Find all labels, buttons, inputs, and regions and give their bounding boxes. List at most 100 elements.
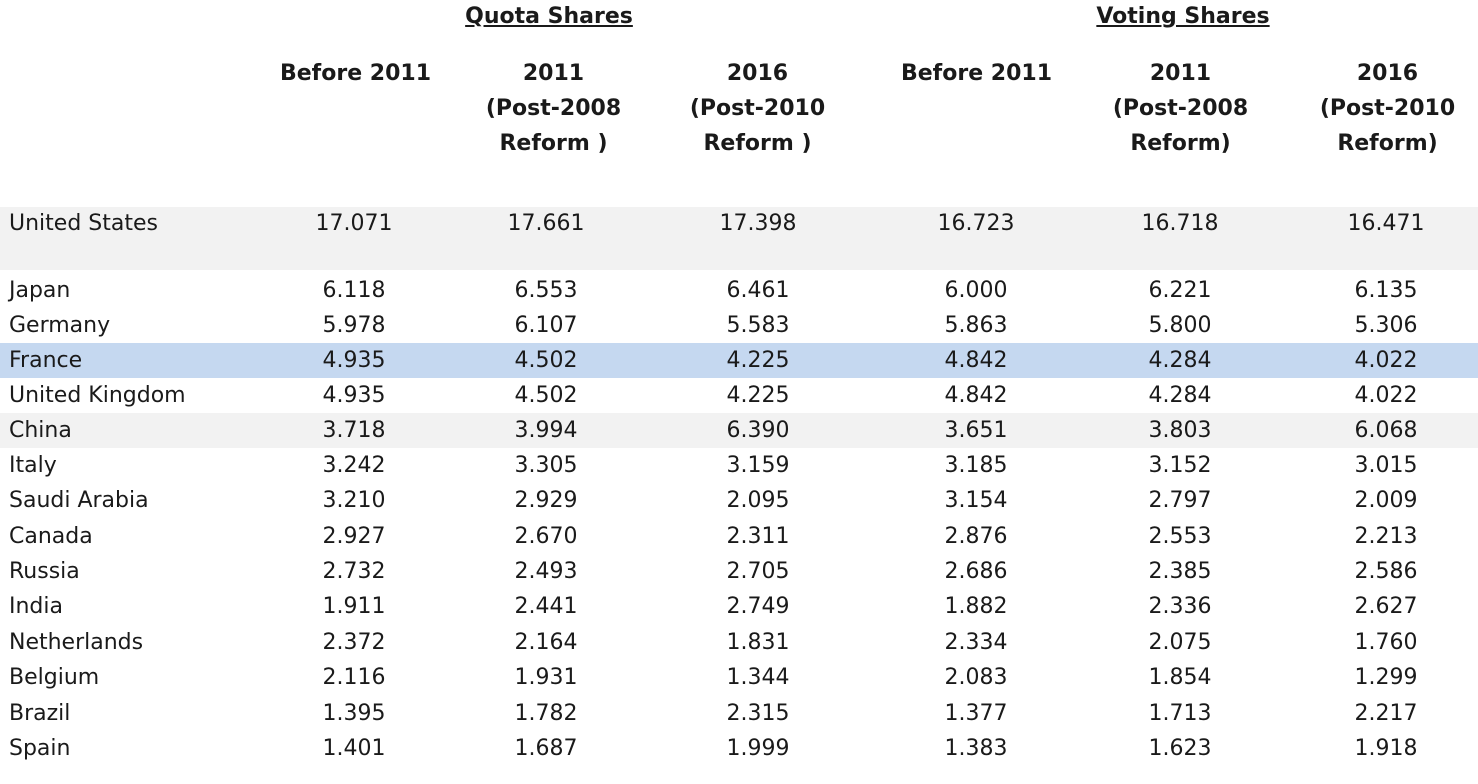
column-header-quota-2011: 2011 (Post-2008 Reform ) bbox=[471, 56, 636, 161]
voting-before-2011: 4.842 bbox=[901, 378, 1051, 413]
quota-2016: 4.225 bbox=[683, 343, 833, 378]
voting-2016: 16.471 bbox=[1311, 207, 1461, 270]
voting-2016: 2.586 bbox=[1311, 554, 1461, 589]
voting-2016: 2.627 bbox=[1311, 589, 1461, 624]
voting-before-2011: 6.000 bbox=[901, 273, 1051, 308]
quota-2011: 6.107 bbox=[471, 308, 621, 343]
table-row: Spain 1.401 1.687 1.999 1.383 1.623 1.91… bbox=[0, 731, 1478, 766]
quota-before-2011: 3.242 bbox=[279, 448, 429, 483]
quota-2011: 4.502 bbox=[471, 378, 621, 413]
quota-2016: 2.315 bbox=[683, 696, 833, 731]
country-name: Russia bbox=[9, 554, 269, 589]
quota-2016: 6.461 bbox=[683, 273, 833, 308]
voting-2016: 4.022 bbox=[1311, 343, 1461, 378]
quota-before-2011: 1.395 bbox=[279, 696, 429, 731]
country-name: Germany bbox=[9, 308, 269, 343]
table-row: Russia 2.732 2.493 2.705 2.686 2.385 2.5… bbox=[0, 554, 1478, 589]
table-row: Netherlands 2.372 2.164 1.831 2.334 2.07… bbox=[0, 625, 1478, 660]
quota-2011: 2.929 bbox=[471, 483, 621, 518]
quota-2011: 2.441 bbox=[471, 589, 621, 624]
voting-before-2011: 1.383 bbox=[901, 731, 1051, 766]
voting-2016: 1.918 bbox=[1311, 731, 1461, 766]
voting-2011: 1.854 bbox=[1105, 660, 1255, 695]
quota-2016: 4.225 bbox=[683, 378, 833, 413]
quota-before-2011: 5.978 bbox=[279, 308, 429, 343]
voting-before-2011: 3.154 bbox=[901, 483, 1051, 518]
quota-before-2011: 2.927 bbox=[279, 519, 429, 554]
voting-before-2011: 16.723 bbox=[901, 207, 1051, 270]
country-name: Canada bbox=[9, 519, 269, 554]
quota-2016: 17.398 bbox=[683, 207, 833, 270]
quota-before-2011: 1.911 bbox=[279, 589, 429, 624]
quota-2016: 3.159 bbox=[683, 448, 833, 483]
table-row: Japan 6.118 6.553 6.461 6.000 6.221 6.13… bbox=[0, 273, 1478, 308]
quota-before-2011: 2.116 bbox=[279, 660, 429, 695]
voting-before-2011: 2.876 bbox=[901, 519, 1051, 554]
voting-before-2011: 5.863 bbox=[901, 308, 1051, 343]
quota-2016: 2.705 bbox=[683, 554, 833, 589]
voting-2011: 2.797 bbox=[1105, 483, 1255, 518]
quota-before-2011: 3.718 bbox=[279, 413, 429, 448]
quota-2016: 2.311 bbox=[683, 519, 833, 554]
column-header-voting-before-2011: Before 2011 bbox=[894, 56, 1059, 91]
country-name: Belgium bbox=[9, 660, 269, 695]
voting-before-2011: 2.334 bbox=[901, 625, 1051, 660]
voting-2011: 1.713 bbox=[1105, 696, 1255, 731]
quota-2011: 2.670 bbox=[471, 519, 621, 554]
table-row: Brazil 1.395 1.782 2.315 1.377 1.713 2.2… bbox=[0, 696, 1478, 731]
country-name: Brazil bbox=[9, 696, 269, 731]
quota-before-2011: 4.935 bbox=[279, 343, 429, 378]
quota-before-2011: 3.210 bbox=[279, 483, 429, 518]
quota-2011: 17.661 bbox=[471, 207, 621, 270]
table-row: United Kingdom 4.935 4.502 4.225 4.842 4… bbox=[0, 378, 1478, 413]
country-name: India bbox=[9, 589, 269, 624]
quota-2016: 1.831 bbox=[683, 625, 833, 660]
quota-2011: 2.164 bbox=[471, 625, 621, 660]
quota-before-2011: 6.118 bbox=[279, 273, 429, 308]
quota-before-2011: 2.372 bbox=[279, 625, 429, 660]
column-header-quota-2016: 2016 (Post-2010 Reform ) bbox=[675, 56, 840, 161]
table-row: Germany 5.978 6.107 5.583 5.863 5.800 5.… bbox=[0, 308, 1478, 343]
voting-2016: 5.306 bbox=[1311, 308, 1461, 343]
voting-2016: 2.213 bbox=[1311, 519, 1461, 554]
voting-2011: 2.385 bbox=[1105, 554, 1255, 589]
table-row: Italy 3.242 3.305 3.159 3.185 3.152 3.01… bbox=[0, 448, 1478, 483]
voting-before-2011: 4.842 bbox=[901, 343, 1051, 378]
voting-2016: 3.015 bbox=[1311, 448, 1461, 483]
table-row: France 4.935 4.502 4.225 4.842 4.284 4.0… bbox=[0, 343, 1478, 378]
voting-2016: 2.217 bbox=[1311, 696, 1461, 731]
voting-2011: 2.075 bbox=[1105, 625, 1255, 660]
voting-2016: 2.009 bbox=[1311, 483, 1461, 518]
table-row: United States 17.071 17.661 17.398 16.72… bbox=[0, 207, 1478, 270]
quota-2016: 1.999 bbox=[683, 731, 833, 766]
quota-2011: 1.931 bbox=[471, 660, 621, 695]
quota-2016: 6.390 bbox=[683, 413, 833, 448]
quota-before-2011: 4.935 bbox=[279, 378, 429, 413]
voting-before-2011: 1.377 bbox=[901, 696, 1051, 731]
quota-2016: 2.749 bbox=[683, 589, 833, 624]
country-name: Spain bbox=[9, 731, 269, 766]
voting-before-2011: 3.185 bbox=[901, 448, 1051, 483]
voting-2011: 3.803 bbox=[1105, 413, 1255, 448]
country-name: Saudi Arabia bbox=[9, 483, 269, 518]
voting-2011: 5.800 bbox=[1105, 308, 1255, 343]
quota-2016: 2.095 bbox=[683, 483, 833, 518]
table-row: India 1.911 2.441 2.749 1.882 2.336 2.62… bbox=[0, 589, 1478, 624]
voting-before-2011: 2.083 bbox=[901, 660, 1051, 695]
quota-2011: 4.502 bbox=[471, 343, 621, 378]
voting-2011: 4.284 bbox=[1105, 343, 1255, 378]
voting-2016: 6.068 bbox=[1311, 413, 1461, 448]
country-name: Japan bbox=[9, 273, 269, 308]
quota-before-2011: 2.732 bbox=[279, 554, 429, 589]
voting-2011: 6.221 bbox=[1105, 273, 1255, 308]
table-row: Saudi Arabia 3.210 2.929 2.095 3.154 2.7… bbox=[0, 483, 1478, 518]
column-header-quota-before-2011: Before 2011 bbox=[273, 56, 438, 91]
quota-2016: 5.583 bbox=[683, 308, 833, 343]
quota-shares-title: Quota Shares bbox=[449, 4, 649, 34]
table-row: China 3.718 3.994 6.390 3.651 3.803 6.06… bbox=[0, 413, 1478, 448]
quota-2011: 2.493 bbox=[471, 554, 621, 589]
voting-2016: 6.135 bbox=[1311, 273, 1461, 308]
voting-2011: 1.623 bbox=[1105, 731, 1255, 766]
quota-2011: 3.305 bbox=[471, 448, 621, 483]
voting-2016: 1.299 bbox=[1311, 660, 1461, 695]
